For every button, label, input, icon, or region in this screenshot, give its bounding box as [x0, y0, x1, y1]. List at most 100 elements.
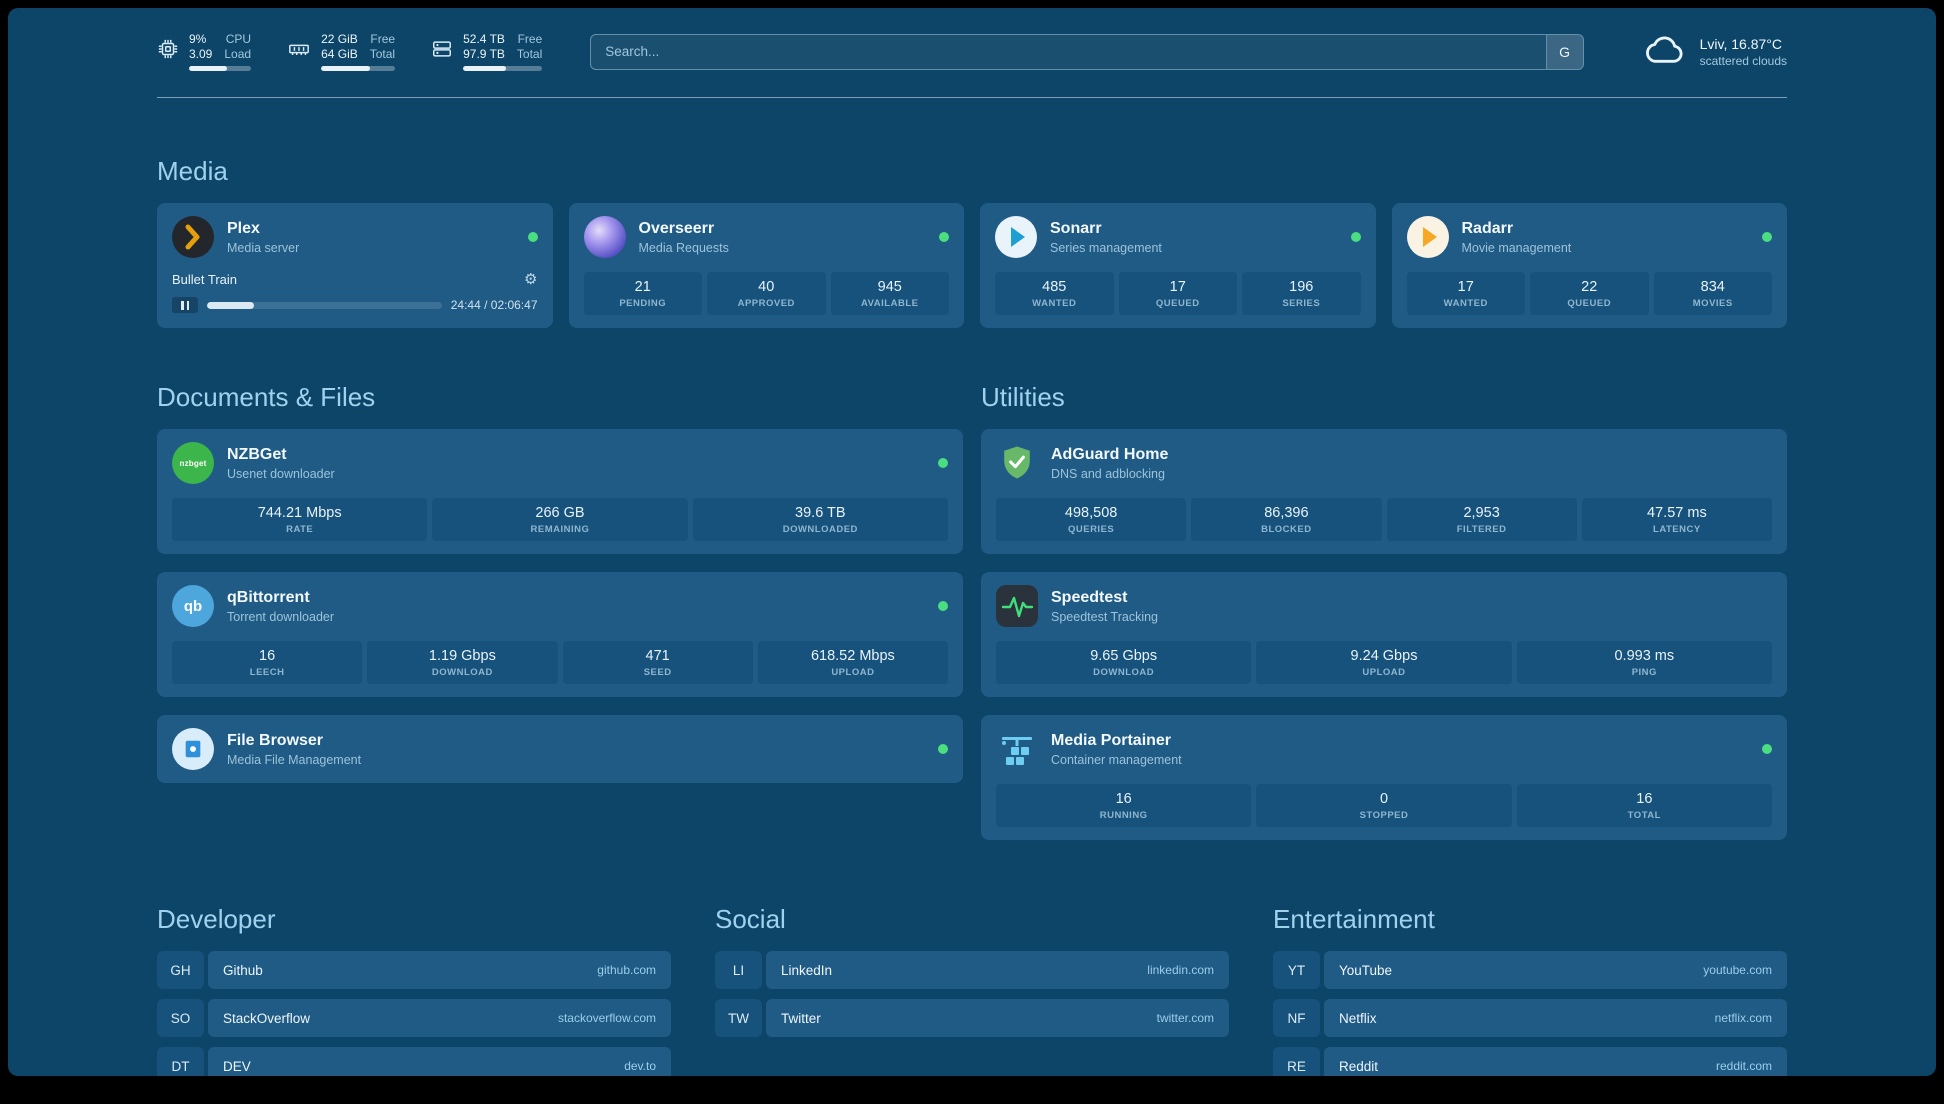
bookmark-github[interactable]: GH Github github.com [157, 951, 671, 989]
stat-label: WANTED [1032, 298, 1077, 309]
bookmark-domain: netflix.com [1714, 1011, 1772, 1025]
stat-label: SERIES [1282, 298, 1321, 309]
stat-value: 16 [1115, 791, 1132, 807]
service-card-overseerr[interactable]: Overseerr Media Requests 21 PENDING 40 A… [568, 203, 964, 328]
service-card-plex[interactable]: Plex Media server Bullet Train ⚙ [157, 203, 553, 328]
stat-value: 21 [634, 279, 651, 295]
stat-label: RUNNING [1099, 810, 1148, 821]
stat-label: PING [1631, 667, 1657, 678]
stat-value: 22 [1581, 279, 1598, 295]
stat-box: 1.19 Gbps DOWNLOAD [367, 641, 558, 684]
bookmark-name: Reddit [1339, 1058, 1379, 1074]
bookmark-abbr: SO [157, 999, 204, 1037]
bookmark-domain: youtube.com [1703, 963, 1772, 977]
playback-progress-bar[interactable] [207, 301, 442, 309]
stat-box: 0 STOPPED [1256, 784, 1512, 827]
service-name: AdGuard Home [1051, 446, 1169, 463]
stat-label: LATENCY [1653, 524, 1701, 535]
bookmark-twitter[interactable]: TW Twitter twitter.com [715, 999, 1229, 1037]
bookmark-name: StackOverflow [223, 1010, 311, 1026]
now-playing-title: Bullet Train [172, 271, 238, 287]
disk-widget: 52.4 TB 97.9 TB Free Total [431, 32, 543, 71]
sonarr-icon [995, 216, 1037, 258]
service-description: Torrent downloader [227, 610, 335, 624]
stat-label: UPLOAD [831, 667, 875, 678]
stat-label: TOTAL [1627, 810, 1661, 821]
bookmark-abbr: YT [1273, 951, 1320, 989]
bookmark-domain: github.com [597, 963, 656, 977]
stat-value: 9.65 Gbps [1090, 648, 1158, 664]
stat-box: 21 PENDING [583, 272, 702, 315]
bookmark-domain: linkedin.com [1147, 963, 1214, 977]
cpu-widget: 9% 3.09 CPU Load [157, 32, 252, 71]
adguard-shield-icon [996, 442, 1038, 484]
qbittorrent-icon: qb [172, 585, 214, 627]
service-card-filebrowser[interactable]: File Browser Media File Management [157, 715, 963, 783]
bookmark-reddit[interactable]: RE Reddit reddit.com [1273, 1047, 1787, 1076]
service-name: Speedtest [1051, 589, 1128, 606]
bookmark-netflix[interactable]: NF Netflix netflix.com [1273, 999, 1787, 1037]
ram-total-label: Total [369, 47, 396, 61]
stat-label: DOWNLOAD [1093, 667, 1155, 678]
stat-label: PENDING [619, 298, 667, 309]
service-card-adguard[interactable]: AdGuard Home DNS and adblocking 498,508 … [981, 429, 1787, 554]
stat-box: 2,953 FILTERED [1386, 498, 1577, 541]
documents-section: Documents & Files nzbget NZBGet Usenet d… [157, 382, 963, 840]
stat-box: 16 RUNNING [996, 784, 1252, 827]
search-provider-button[interactable]: G [1545, 34, 1583, 69]
stat-label: APPROVED [737, 298, 795, 309]
bookmark-stackoverflow[interactable]: SO StackOverflow stackoverflow.com [157, 999, 671, 1037]
cloud-icon [1642, 32, 1688, 71]
weather-location: Lviv, 16.87°C [1699, 35, 1782, 52]
bookmark-abbr: GH [157, 951, 204, 989]
cpu-chip-icon [157, 38, 179, 65]
disk-total-value: 97.9 TB [463, 47, 505, 61]
service-card-portainer[interactable]: Media Portainer Container management 16 … [981, 715, 1787, 840]
entertainment-bookmarks: Entertainment YT YouTube youtube.com NF … [1273, 904, 1787, 1076]
section-title-social: Social [715, 904, 786, 934]
weather-condition: scattered clouds [1699, 53, 1787, 68]
service-description: DNS and adblocking [1051, 467, 1165, 481]
status-dot [1350, 232, 1361, 242]
bookmark-dev[interactable]: DT DEV dev.to [157, 1047, 671, 1076]
disk-icon [431, 38, 453, 65]
disk-progress-bar [463, 66, 543, 71]
stat-value: 471 [645, 648, 670, 664]
service-description: Container management [1051, 753, 1182, 767]
pause-button[interactable] [172, 297, 198, 313]
service-card-radarr[interactable]: Radarr Movie management 17 WANTED 22 QUE… [1391, 203, 1787, 328]
bookmark-linkedin[interactable]: LI LinkedIn linkedin.com [715, 951, 1229, 989]
service-name: Overseerr [638, 220, 715, 237]
search-input[interactable] [590, 33, 1584, 70]
settings-gear-icon[interactable]: ⚙ [524, 271, 538, 288]
playback-time: 24:44 / 02:06:47 [450, 298, 538, 312]
stat-label: DOWNLOADED [782, 524, 858, 535]
ram-total-value: 64 GiB [321, 47, 358, 61]
service-card-nzbget[interactable]: nzbget NZBGet Usenet downloader 744.21 M… [157, 429, 963, 554]
disk-free-label: Free [517, 32, 543, 46]
plex-icon [172, 216, 214, 258]
ram-free-value: 22 GiB [321, 32, 358, 46]
stat-box: 618.52 Mbps UPLOAD [757, 641, 948, 684]
bookmark-abbr: LI [715, 951, 762, 989]
service-card-qbittorrent[interactable]: qb qBittorrent Torrent downloader 16 [157, 572, 963, 697]
service-description: Series management [1050, 241, 1162, 255]
service-card-sonarr[interactable]: Sonarr Series management 485 WANTED 17 Q… [980, 203, 1376, 328]
section-title-developer: Developer [157, 904, 276, 934]
service-name: Sonarr [1050, 220, 1102, 237]
ram-free-label: Free [370, 32, 396, 46]
service-name: File Browser [227, 732, 324, 749]
bookmark-name: DEV [223, 1058, 251, 1074]
service-description: Media File Management [227, 753, 362, 767]
service-name: Media Portainer [1051, 732, 1172, 749]
bookmark-youtube[interactable]: YT YouTube youtube.com [1273, 951, 1787, 989]
search-bar: G [590, 33, 1584, 70]
overseerr-icon [583, 216, 626, 258]
stat-box: 9.65 Gbps DOWNLOAD [996, 641, 1252, 684]
service-card-speedtest[interactable]: Speedtest Speedtest Tracking 9.65 Gbps D… [981, 572, 1787, 697]
stat-box: 945 AVAILABLE [830, 272, 949, 315]
stat-label: AVAILABLE [861, 298, 919, 309]
stat-value: 0 [1379, 791, 1389, 807]
bookmark-abbr: NF [1273, 999, 1320, 1037]
weather-widget: Lviv, 16.87°C scattered clouds [1642, 32, 1787, 71]
